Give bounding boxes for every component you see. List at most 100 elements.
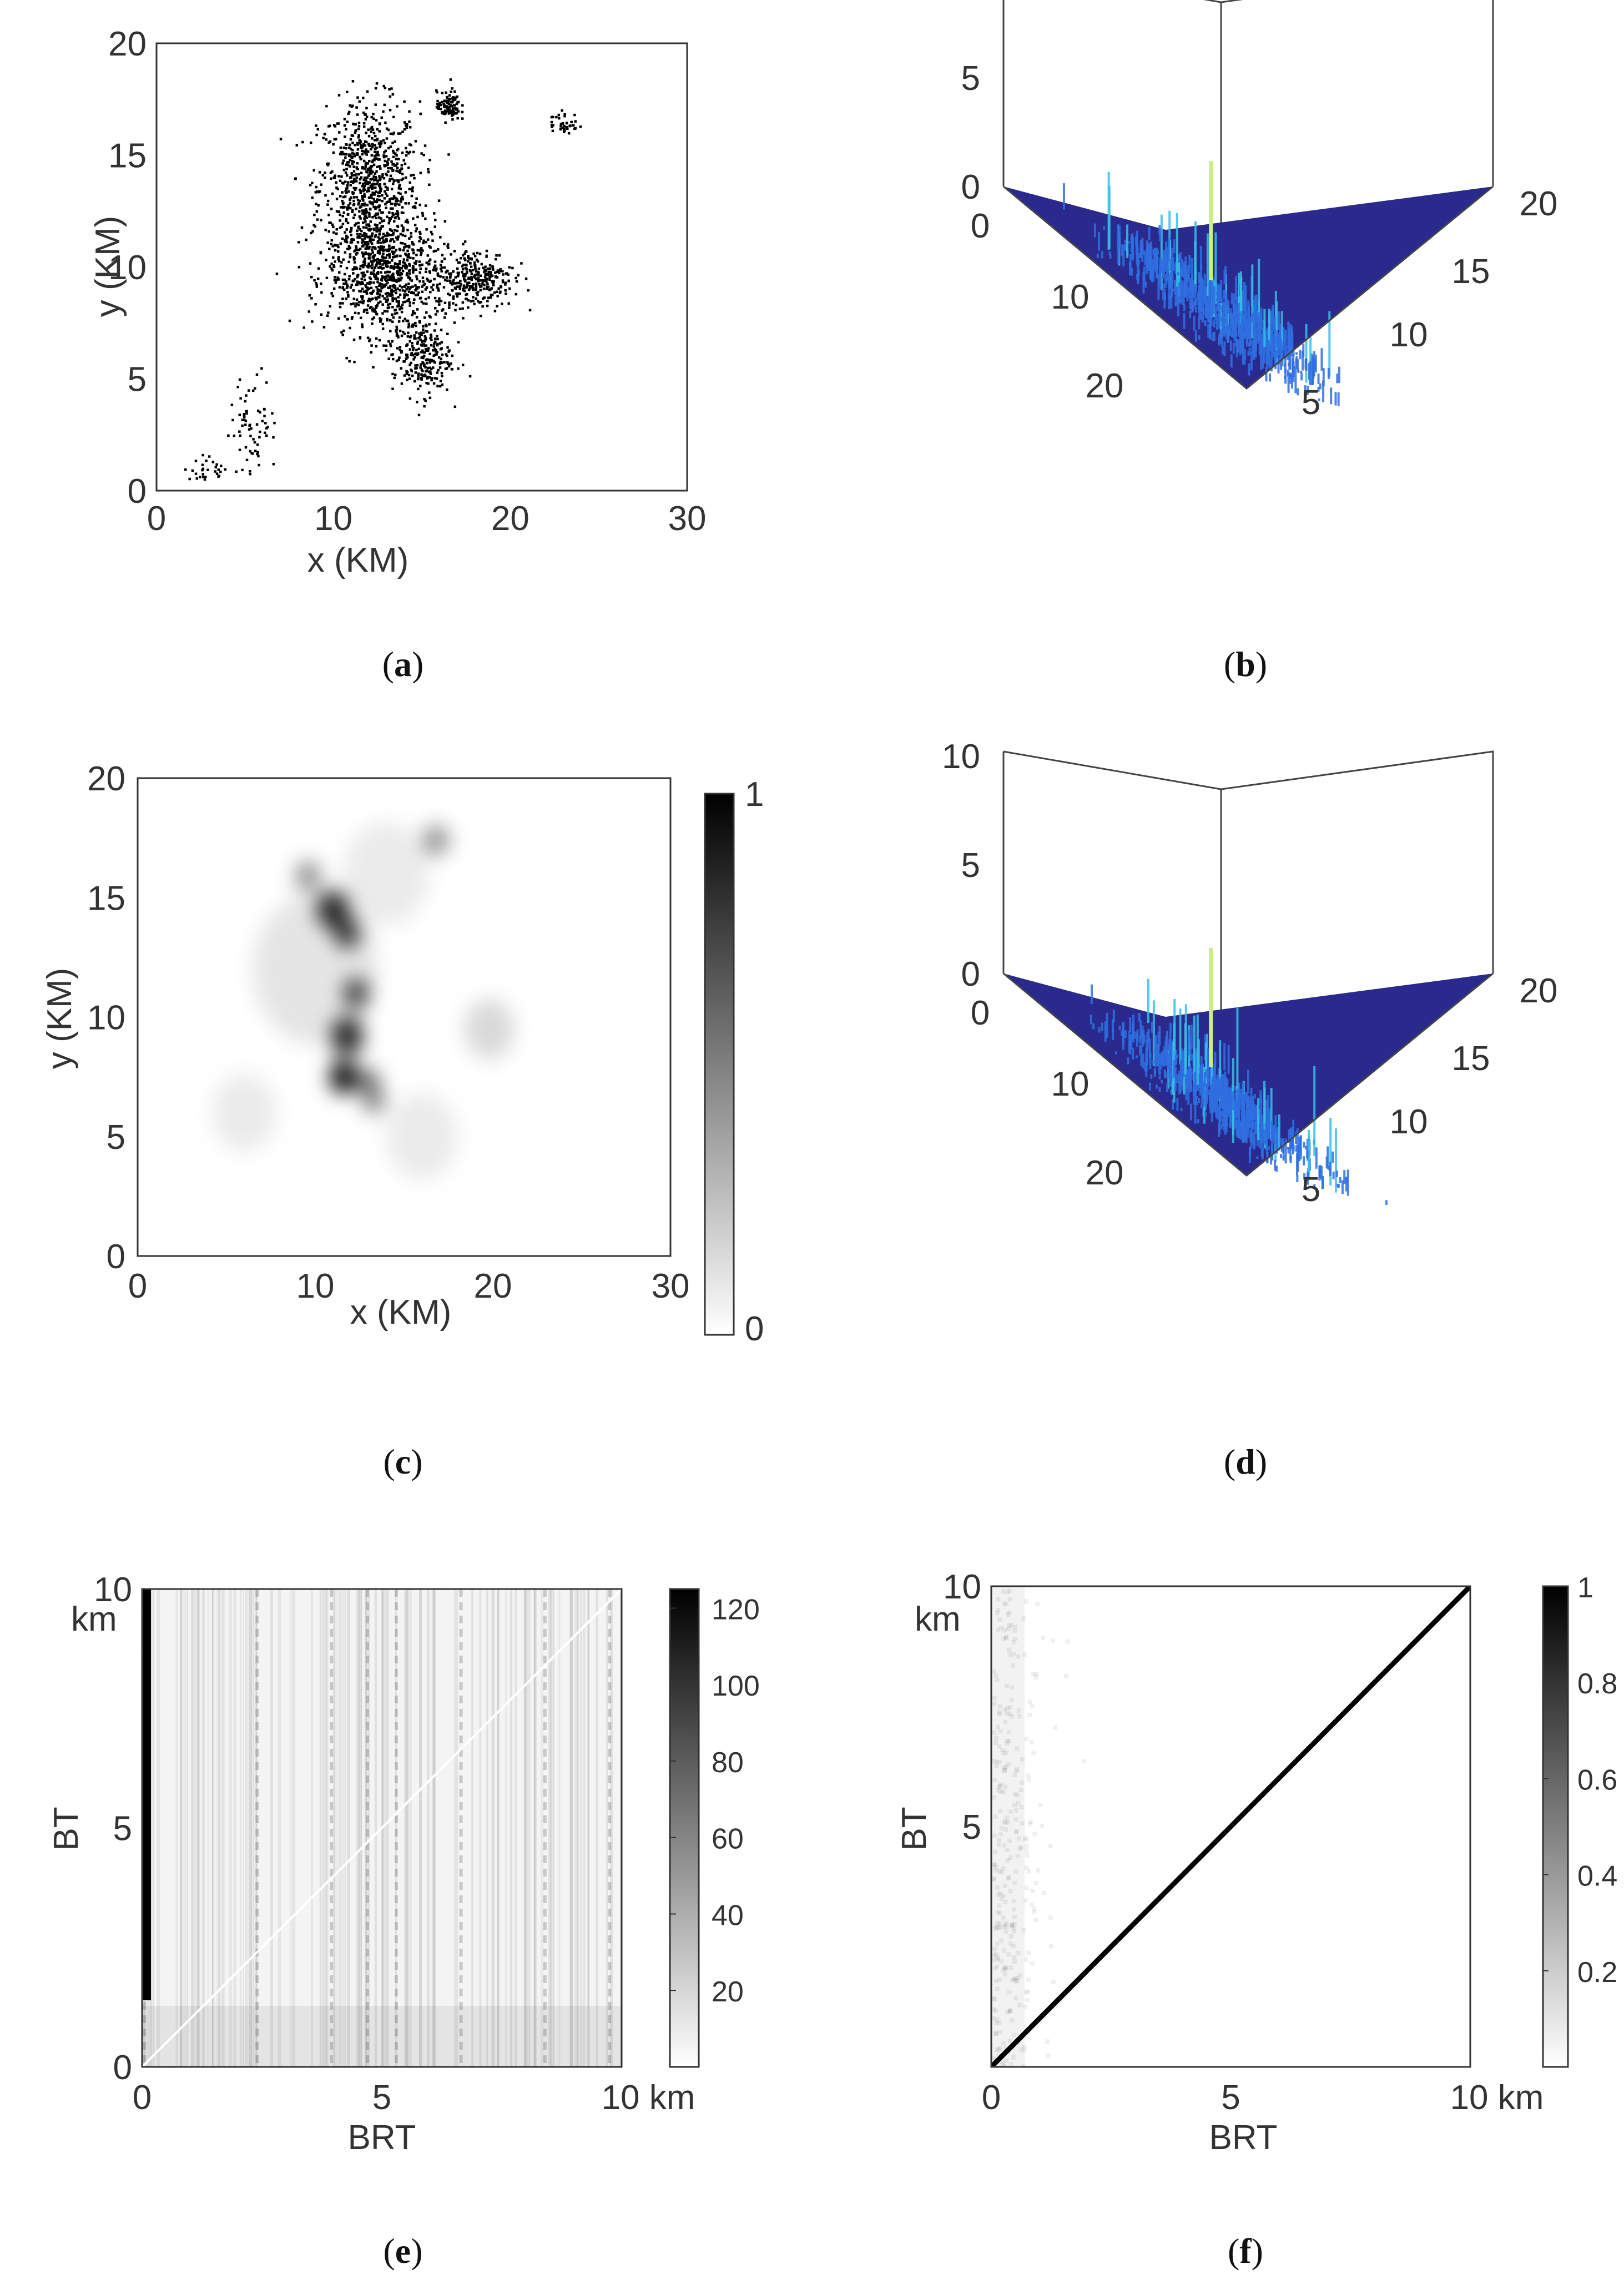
matrix-cell	[1006, 1612, 1011, 1617]
scatter-point	[356, 113, 359, 116]
matrix-cell	[996, 1788, 1001, 1793]
scatter-point	[408, 237, 411, 240]
scatter-point	[447, 103, 451, 105]
scatter-point	[350, 229, 352, 232]
scatter-point	[437, 199, 441, 202]
scatter-point	[386, 291, 389, 295]
scatter-point	[460, 256, 462, 260]
scatter-point	[375, 216, 378, 220]
scatter-point	[388, 286, 391, 290]
scatter-point	[367, 150, 370, 153]
scatter-point	[379, 123, 381, 125]
scatter-point	[385, 279, 388, 283]
scatter-point	[379, 317, 381, 320]
matrix-cell	[995, 1941, 1000, 1946]
matrix-cell	[1011, 2055, 1016, 2060]
scatter-point	[231, 418, 234, 422]
scatter-point	[364, 247, 367, 250]
scatter-point	[310, 231, 312, 235]
scatter-point	[272, 462, 275, 466]
scatter-point	[345, 168, 348, 170]
scatter-point	[325, 104, 328, 108]
scatter-point	[378, 238, 381, 240]
scatter-point	[374, 87, 377, 90]
matrix-cell	[1003, 1929, 1008, 1934]
scatter-point	[217, 468, 220, 471]
matrix-cell	[1005, 2010, 1010, 2015]
matrix-cell	[993, 1862, 998, 1867]
scatter-point	[445, 276, 448, 279]
matrix-cell	[1003, 1719, 1008, 1724]
matrix-cell	[1001, 1948, 1006, 1953]
scatter-point	[389, 239, 392, 243]
scatter-point	[408, 246, 411, 249]
scatter-point	[345, 219, 348, 223]
scatter-point	[375, 200, 379, 203]
scatter-point	[418, 335, 421, 338]
matrix-cell	[993, 1925, 998, 1930]
scatter-point	[477, 280, 480, 283]
matrix-cell	[995, 1724, 1000, 1729]
scatter-point	[458, 287, 462, 290]
scatter-point	[496, 270, 498, 274]
scatter-point	[372, 366, 375, 369]
scatter-point	[364, 241, 367, 244]
scatter-point	[352, 153, 356, 155]
scatter-point	[385, 192, 387, 195]
scatter-point	[218, 475, 220, 477]
scatter-point	[381, 225, 385, 228]
scatter-point	[358, 228, 361, 231]
scatter-point	[363, 213, 366, 216]
matrix-cell	[996, 1910, 1001, 1915]
scatter-point	[356, 229, 359, 232]
scatter-point	[436, 284, 439, 286]
scatter-point	[432, 345, 436, 348]
matrix-cell	[1013, 1768, 1018, 1773]
matrix-cell	[1012, 1803, 1017, 1808]
matrix-cell	[1014, 1829, 1019, 1834]
scatter-point	[344, 195, 347, 198]
scatter-point	[396, 270, 400, 273]
scatter-point	[357, 221, 360, 225]
scatter-point	[463, 289, 466, 292]
scatter-point	[395, 202, 398, 205]
scatter-point	[416, 308, 419, 311]
matrix-cell	[1042, 1890, 1047, 1895]
scatter-point	[416, 249, 420, 252]
scatter-point	[369, 196, 371, 199]
scatter-point	[379, 320, 382, 323]
scatter-point	[340, 331, 343, 334]
scatter-point	[380, 248, 384, 251]
scatter-point	[295, 144, 299, 147]
scatter-point	[447, 350, 450, 353]
scatter-point	[345, 187, 348, 190]
matrix-cell	[1005, 1738, 1010, 1743]
matrix-cell	[1030, 1703, 1035, 1708]
scatter-point	[473, 255, 477, 258]
matrix-cell	[1020, 1821, 1025, 1826]
scatter-point	[448, 276, 452, 279]
scatter-point	[344, 251, 347, 254]
scatter-point	[473, 302, 476, 306]
scatter-point	[465, 250, 468, 253]
scatter-point	[370, 344, 373, 347]
scatter-point	[311, 230, 314, 233]
scatter-point	[416, 364, 419, 367]
scatter-point	[467, 254, 470, 258]
scatter-point	[438, 362, 442, 365]
scatter-point	[243, 415, 246, 418]
scatter-point	[466, 281, 469, 285]
matrix-cell	[1005, 1706, 1010, 1711]
scatter-point	[389, 174, 392, 178]
scatter-point	[341, 302, 344, 305]
scatter-point	[321, 174, 325, 176]
scatter-point	[386, 231, 389, 235]
scatter-point	[452, 96, 455, 99]
scatter-point	[450, 253, 452, 256]
scatter-point	[362, 190, 365, 193]
scatter-point	[391, 182, 395, 185]
scatter-point	[395, 255, 397, 258]
matrix-cell	[992, 1958, 997, 1963]
scatter-point	[354, 144, 356, 147]
